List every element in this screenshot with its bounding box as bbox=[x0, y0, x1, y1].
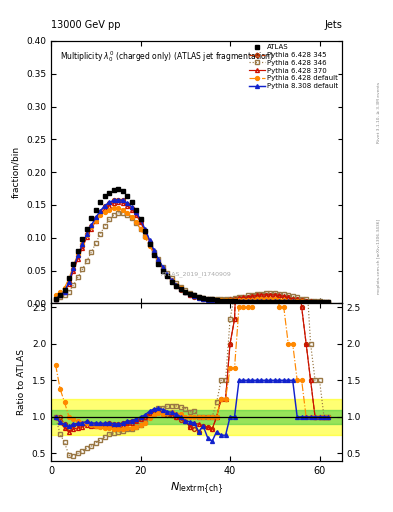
Text: Jets: Jets bbox=[324, 20, 342, 31]
Pythia 6.428 345 bbox=[129, 204, 134, 210]
Pythia 6.428 370 bbox=[192, 293, 196, 299]
Text: Rivet 3.1.10, ≥ 3.3M events: Rivet 3.1.10, ≥ 3.3M events bbox=[377, 82, 381, 143]
Line: Pythia 8.308 default: Pythia 8.308 default bbox=[53, 198, 331, 304]
Pythia 6.428 346 bbox=[321, 299, 326, 305]
Pythia 6.428 345 bbox=[107, 200, 112, 206]
Pythia 6.428 345 bbox=[223, 297, 228, 303]
X-axis label: $N_{\rm{lextrm}\{ch\}}$: $N_{\rm{lextrm}\{ch\}}$ bbox=[169, 481, 224, 497]
Pythia 6.428 default bbox=[129, 214, 134, 220]
Pythia 6.428 346 bbox=[129, 215, 134, 221]
Pythia 8.308 default bbox=[295, 299, 299, 305]
Pythia 6.428 345 bbox=[295, 296, 299, 303]
Pythia 6.428 370 bbox=[313, 299, 318, 305]
Pythia 8.308 default bbox=[192, 293, 196, 299]
Pythia 6.428 346 bbox=[116, 210, 121, 216]
Pythia 8.308 default bbox=[223, 298, 228, 305]
Pythia 8.308 default bbox=[129, 204, 134, 210]
ATLAS bbox=[107, 190, 112, 196]
ATLAS bbox=[299, 299, 304, 305]
Pythia 6.428 370 bbox=[107, 203, 112, 209]
Pythia 8.308 default bbox=[53, 296, 58, 302]
Pythia 6.428 345 bbox=[53, 296, 58, 302]
Line: Pythia 6.428 370: Pythia 6.428 370 bbox=[53, 200, 331, 304]
Pythia 6.428 370 bbox=[223, 297, 228, 303]
Pythia 6.428 370 bbox=[116, 199, 121, 205]
Pythia 6.428 370 bbox=[129, 206, 134, 212]
Line: ATLAS: ATLAS bbox=[53, 186, 331, 304]
Text: Multiplicity $\lambda_0^0$ (charged only) (ATLAS jet fragmentation): Multiplicity $\lambda_0^0$ (charged only… bbox=[60, 49, 274, 63]
Pythia 8.308 default bbox=[107, 199, 112, 205]
Pythia 6.428 default bbox=[326, 299, 331, 305]
Pythia 6.428 345 bbox=[313, 299, 318, 305]
Pythia 6.428 default bbox=[304, 299, 309, 305]
Pythia 6.428 346 bbox=[107, 216, 112, 222]
Pythia 6.428 370 bbox=[326, 299, 331, 305]
Pythia 6.428 default bbox=[53, 292, 58, 298]
ATLAS bbox=[53, 296, 58, 302]
Pythia 8.308 default bbox=[299, 299, 304, 305]
Pythia 6.428 346 bbox=[75, 274, 80, 280]
Pythia 6.428 default bbox=[192, 292, 196, 298]
Bar bbox=[51, 410, 342, 424]
ATLAS bbox=[192, 292, 196, 298]
Pythia 8.308 default bbox=[116, 197, 121, 203]
Pythia 8.308 default bbox=[75, 252, 80, 259]
Bar bbox=[51, 398, 342, 435]
Pythia 6.428 345 bbox=[75, 253, 80, 259]
Pythia 6.428 370 bbox=[53, 296, 58, 302]
ATLAS bbox=[223, 297, 228, 304]
ATLAS bbox=[116, 185, 121, 191]
Legend: ATLAS, Pythia 6.428 345, Pythia 6.428 346, Pythia 6.428 370, Pythia 6.428 defaul: ATLAS, Pythia 6.428 345, Pythia 6.428 34… bbox=[248, 43, 340, 91]
Y-axis label: Ratio to ATLAS: Ratio to ATLAS bbox=[17, 349, 26, 415]
ATLAS bbox=[75, 248, 80, 254]
Pythia 6.428 345 bbox=[192, 294, 196, 300]
Pythia 6.428 default bbox=[295, 298, 299, 305]
Pythia 6.428 370 bbox=[75, 255, 80, 262]
Pythia 6.428 346 bbox=[223, 296, 228, 303]
Y-axis label: fraction/bin: fraction/bin bbox=[11, 146, 20, 198]
Pythia 6.428 346 bbox=[192, 292, 196, 298]
Text: ATLAS_2019_I1740909: ATLAS_2019_I1740909 bbox=[161, 271, 232, 277]
Pythia 6.428 346 bbox=[326, 299, 331, 305]
Line: Pythia 6.428 345: Pythia 6.428 345 bbox=[53, 198, 331, 304]
Text: 13000 GeV pp: 13000 GeV pp bbox=[51, 20, 121, 31]
Pythia 6.428 default bbox=[75, 251, 80, 257]
Pythia 6.428 345 bbox=[326, 299, 331, 305]
ATLAS bbox=[129, 199, 134, 205]
Pythia 6.428 default bbox=[223, 297, 228, 303]
Line: Pythia 6.428 346: Pythia 6.428 346 bbox=[53, 211, 331, 304]
Pythia 6.428 346 bbox=[295, 294, 299, 301]
Pythia 6.428 370 bbox=[295, 296, 299, 303]
Text: mcplots.cern.ch [arXiv:1306.3436]: mcplots.cern.ch [arXiv:1306.3436] bbox=[377, 219, 381, 293]
Pythia 8.308 default bbox=[326, 299, 331, 305]
Pythia 6.428 345 bbox=[116, 197, 121, 203]
Line: Pythia 6.428 default: Pythia 6.428 default bbox=[53, 206, 331, 304]
Pythia 6.428 346 bbox=[53, 296, 58, 302]
Pythia 6.428 default bbox=[111, 205, 116, 211]
Pythia 6.428 default bbox=[107, 206, 112, 212]
ATLAS bbox=[237, 299, 241, 305]
ATLAS bbox=[326, 299, 331, 305]
